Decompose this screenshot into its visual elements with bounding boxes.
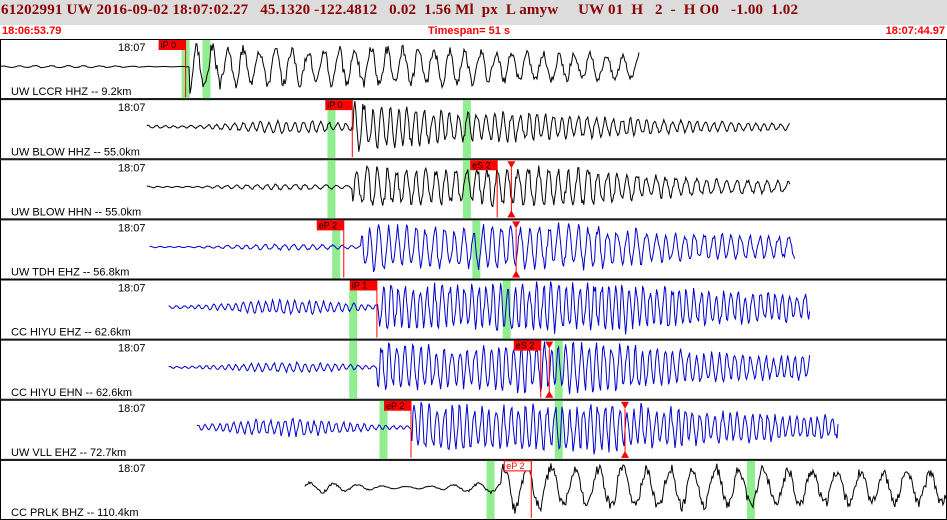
- panel-time-label: 18:07: [118, 162, 146, 174]
- panel-time-label: 18:07: [118, 42, 146, 54]
- analysis-window: [327, 100, 336, 159]
- analysis-window: [349, 280, 358, 339]
- analysis-window: [462, 160, 471, 219]
- analysis-window: [502, 280, 511, 339]
- channel-label[interactable]: UW TDH EHZ -- 56.8km: [11, 267, 129, 279]
- channel-label[interactable]: UW LCCR HHZ -- 9.2km: [11, 86, 131, 98]
- end-time-label: 18:07:44.97: [885, 25, 945, 37]
- channel-label[interactable]: CC PRLK BHZ -- 110.4km: [11, 507, 139, 519]
- pick-flag[interactable]: [383, 400, 411, 411]
- channel-panel[interactable]: iP 0 18:07 UW BLOW HHZ -- 55.0km: [0, 99, 947, 160]
- analysis-window: [379, 400, 388, 459]
- timespan-label: Timespan= 51 s: [428, 25, 511, 37]
- pick-flag[interactable]: [158, 40, 186, 50]
- analysis-window: [554, 340, 563, 399]
- waveform-trace: [146, 101, 791, 152]
- channel-label[interactable]: CC HIYU EHN -- 62.6km: [11, 387, 132, 399]
- channel-label[interactable]: UW BLOW HHZ -- 55.0km: [11, 146, 140, 158]
- channel-label[interactable]: CC HIYU EHZ -- 62.6km: [11, 327, 131, 339]
- panel-time-label: 18:07: [118, 283, 146, 295]
- pick-marker-bottom[interactable]: [507, 210, 516, 218]
- pick-label: iP 0: [327, 100, 342, 110]
- pick-marker-top[interactable]: [621, 401, 630, 409]
- pick-marker-top[interactable]: [507, 161, 516, 169]
- pick-flag[interactable]: [349, 280, 377, 291]
- analysis-window: [332, 220, 341, 279]
- pick-label: eP 2: [386, 401, 404, 411]
- channel-panel[interactable]: iP 0 18:07 UW LCCR HHZ -- 9.2km: [0, 39, 947, 100]
- pick-marker-top[interactable]: [512, 221, 521, 229]
- waveform-trace: [168, 281, 811, 335]
- analysis-window: [486, 460, 495, 519]
- waveform-trace: [196, 402, 839, 455]
- channel-panel[interactable]: iP 1 18:07 CC HIYU EHZ -- 62.6km: [0, 279, 947, 340]
- analysis-window: [462, 100, 471, 159]
- panel-time-label: 18:07: [118, 343, 146, 355]
- analysis-window: [746, 460, 755, 519]
- channel-panel[interactable]: eP 2 18:07 UW VLL EHZ -- 72.7km: [0, 399, 947, 460]
- panel-frame: [0, 279, 947, 340]
- pick-label: iP 1: [352, 281, 367, 291]
- pick-label: iP 0: [161, 40, 176, 50]
- event-header: 61202991 UW 2016-09-02 18:07:02.27 45.13…: [0, 0, 947, 25]
- start-time-label: 18:06:53.79: [2, 25, 62, 37]
- pick-label: eS 2: [472, 160, 491, 170]
- channel-panel[interactable]: eP 2 18:07 CC PRLK BHZ -- 110.4km: [0, 459, 947, 520]
- analysis-window: [554, 400, 563, 459]
- channel-label[interactable]: UW VLL EHZ -- 72.7km: [11, 447, 126, 459]
- waveform-trace: [168, 341, 811, 395]
- pick-flag[interactable]: [503, 460, 532, 472]
- panel-frame: [0, 39, 947, 100]
- channel-panel[interactable]: eS 2 18:07 CC HIYU EHN -- 62.6km: [0, 339, 947, 400]
- waveform-plot[interactable]: iP 0 18:07 UW LCCR HHZ -- 9.2km iP 0 18:07 UW…: [0, 39, 947, 520]
- pick-marker-bottom[interactable]: [512, 270, 521, 278]
- event-summary-line: 61202991 UW 2016-09-02 18:07:02.27 45.13…: [1, 2, 799, 18]
- pick-label: eP 2: [319, 220, 337, 230]
- analysis-window: [202, 40, 211, 99]
- panel-time-label: 18:07: [118, 463, 146, 475]
- channel-panel[interactable]: eP 2 18:07 UW TDH EHZ -- 56.8km: [0, 219, 947, 280]
- channel-label[interactable]: UW BLOW HHN -- 55.0km: [11, 206, 141, 218]
- pick-flag[interactable]: [470, 160, 498, 171]
- pick-label: eS 2: [516, 341, 535, 351]
- pick-marker-bottom[interactable]: [621, 450, 630, 458]
- pick-flag[interactable]: [316, 220, 344, 231]
- waveform-trace: [0, 42, 640, 94]
- waveform-trace: [149, 222, 796, 273]
- pick-label: eP 2: [506, 461, 524, 471]
- panel-frame: [0, 459, 947, 520]
- panel-time-label: 18:07: [118, 102, 146, 114]
- panel-time-label: 18:07: [118, 403, 146, 415]
- pick-flag[interactable]: [513, 340, 541, 351]
- waveform-trace: [304, 463, 947, 514]
- channel-panel[interactable]: eS 2 18:07 UW BLOW HHN -- 55.0km: [0, 159, 947, 220]
- pick-marker-bottom[interactable]: [545, 390, 554, 398]
- pick-flag[interactable]: [325, 100, 353, 111]
- pick-marker-top[interactable]: [545, 341, 554, 349]
- panel-time-label: 18:07: [118, 222, 146, 234]
- waveform-trace: [146, 165, 791, 208]
